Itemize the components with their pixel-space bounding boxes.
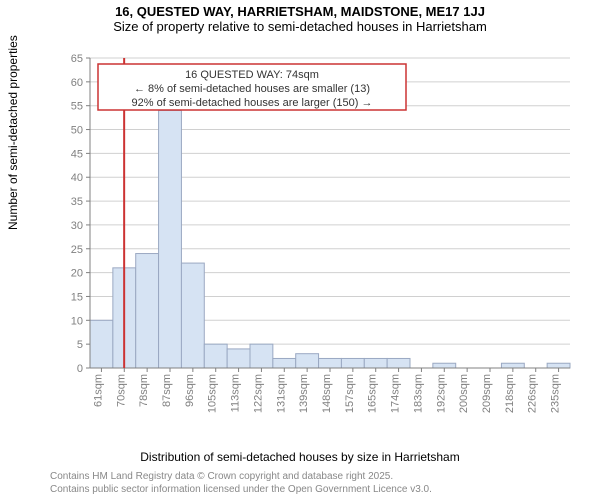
svg-text:61sqm: 61sqm [92,374,104,407]
footer-line-1: Contains HM Land Registry data © Crown c… [50,471,432,484]
footer-line-2: Contains public sector information licen… [50,484,432,497]
y-axis-label: Number of semi-detached properties [6,35,20,230]
svg-text:139sqm: 139sqm [298,374,310,413]
svg-text:165sqm: 165sqm [367,374,379,413]
histogram-bar [136,254,159,368]
svg-text:131sqm: 131sqm [275,374,287,413]
plot-area: 0 5 10 15 20 25 30 35 40 45 50 55 60 65 61sqm 70sqm 78sq… [50,48,580,418]
x-axis-label: Distribution of semi-detached houses by … [0,450,600,464]
histogram-bar [501,363,524,368]
histogram-bar [319,358,342,368]
svg-text:174sqm: 174sqm [390,374,402,413]
histogram-bar [387,358,410,368]
annotation-larger-line: 92% of semi-detached houses are larger (… [132,97,373,109]
svg-text:20: 20 [71,268,83,280]
histogram-bar [159,110,182,368]
svg-text:96sqm: 96sqm [184,374,196,407]
annotation-property-line: 16 QUESTED WAY: 74sqm [185,69,319,81]
svg-text:65: 65 [71,53,83,65]
svg-text:40: 40 [71,172,83,184]
chart-title-block: 16, QUESTED WAY, HARRIETSHAM, MAIDSTONE,… [0,0,600,34]
histogram-bar [90,320,113,368]
histogram-svg: 0 5 10 15 20 25 30 35 40 45 50 55 60 65 61sqm 70sqm 78sq… [50,48,580,418]
histogram-bar [204,344,227,368]
svg-text:226sqm: 226sqm [527,374,539,413]
svg-text:192sqm: 192sqm [435,374,447,413]
svg-text:183sqm: 183sqm [412,374,424,413]
svg-text:45: 45 [71,148,83,160]
histogram-bar [181,263,204,368]
svg-text:235sqm: 235sqm [550,374,562,413]
histogram-bar [341,358,364,368]
svg-text:78sqm: 78sqm [138,374,150,407]
histogram-bar [250,344,273,368]
address-line: 16, QUESTED WAY, HARRIETSHAM, MAIDSTONE,… [0,4,600,19]
svg-text:50: 50 [71,125,83,137]
svg-text:0: 0 [77,363,83,375]
svg-text:200sqm: 200sqm [458,374,470,413]
svg-text:25: 25 [71,244,83,256]
histogram-bar [433,363,456,368]
histogram-bar [364,358,387,368]
histogram-bar [547,363,570,368]
svg-text:60: 60 [71,77,83,89]
histogram-bar [273,358,296,368]
attribution-footer: Contains HM Land Registry data © Crown c… [50,471,432,496]
svg-text:30: 30 [71,220,83,232]
annotation-smaller-line: ← 8% of semi-detached houses are smaller… [134,83,370,95]
svg-text:122sqm: 122sqm [252,374,264,413]
svg-text:5: 5 [77,339,83,351]
svg-text:70sqm: 70sqm [115,374,127,407]
svg-text:10: 10 [71,315,83,327]
chart-subtitle: Size of property relative to semi-detach… [0,19,600,34]
svg-text:87sqm: 87sqm [161,374,173,407]
svg-text:157sqm: 157sqm [344,374,356,413]
svg-text:209sqm: 209sqm [481,374,493,413]
svg-text:55: 55 [71,101,83,113]
svg-text:105sqm: 105sqm [207,374,219,413]
svg-text:113sqm: 113sqm [230,374,242,412]
histogram-bar [296,354,319,368]
histogram-bar [227,349,250,368]
svg-text:35: 35 [71,196,83,208]
svg-text:148sqm: 148sqm [321,374,333,413]
svg-text:15: 15 [71,291,83,303]
svg-text:218sqm: 218sqm [504,374,516,413]
